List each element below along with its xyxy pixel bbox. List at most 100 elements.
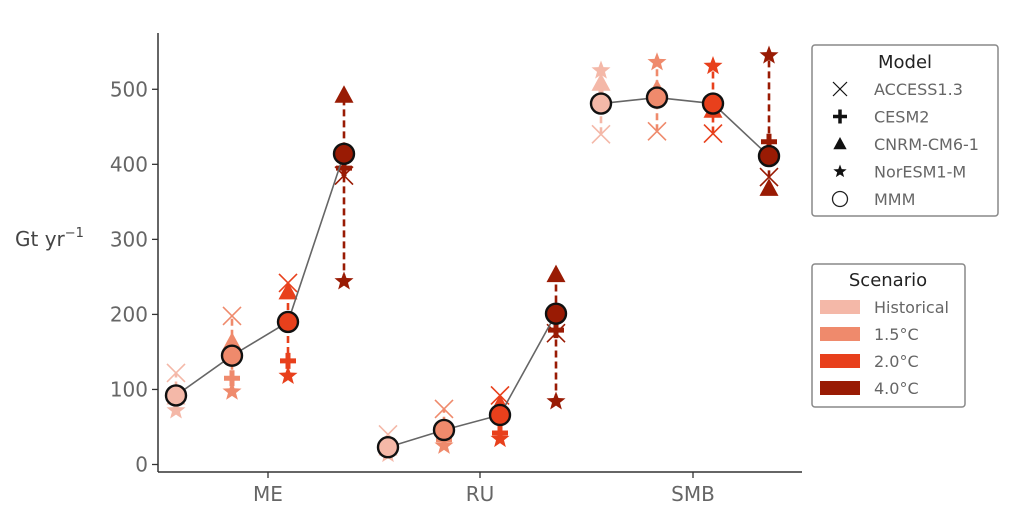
point-me-1-5c-access1-3 [222,306,242,326]
point-smb-2-0c-mmm [701,92,725,115]
point-ru-4-0c-mmm-shape [544,302,568,325]
legend-model-marker-noresm1-m-shape [833,164,847,178]
point-ru-4-0c-mmm [544,302,568,325]
point-smb-1-5c-mmm-shape [645,86,669,109]
x-tick-label-ru: RU [466,482,495,506]
model-legend-items: ACCESS1.3 CESM2 CNRM-CM6-1 NorESM1-M MMM [831,80,979,209]
legend-model-marker-access1-3 [832,81,848,97]
point-smb-4-0c-cesm2 [761,133,777,150]
point-me-4-0c-cnrm-cm6-1-shape [334,85,354,103]
point-me-1-5c-mmm-shape [220,344,244,367]
point-ru-1-5c-access1-3-stroke-b [434,399,454,419]
mmm-line-smb [600,96,770,157]
point-smb-1-5c-mmm [645,86,669,109]
legend-model-marker-access1-3-stroke-b [832,81,848,97]
point-smb-historical-cnrm-cm6-1-shape [591,73,611,91]
point-me-1-5c-cesm2-shape [224,370,240,387]
plot-axes: 0 100 200 300 400 500 ME RU SMB [110,33,802,506]
point-ru-4-0c-noresm1-m [546,391,566,410]
point-me-historical-mmm [164,384,188,407]
point-smb-2-0c-access1-3 [703,123,723,144]
point-me-historical-access1-3-stroke-b [166,363,186,383]
legend-scenario-label-1-5c: 1.5°C [874,325,919,344]
point-smb-2-0c-mmm-shape [701,92,725,115]
point-smb-4-0c-access1-3 [759,167,779,187]
point-smb-4-0c-noresm1-m [759,45,779,64]
point-smb-2-0c-noresm1-m [703,56,723,75]
group-ru [376,264,568,463]
legend-model-label-cnrm-cm6-1: CNRM-CM6-1 [874,135,979,154]
point-me-4-0c-cesm2-shape [336,160,352,177]
point-smb-4-0c-cesm2-shape [761,133,777,150]
point-me-historical-mmm-shape [164,384,188,407]
point-smb-4-0c-noresm1-m-shape [759,45,779,64]
y-tick-label: 200 [110,302,148,326]
legend-model-marker-cnrm-cm6-1-shape [833,137,847,150]
x-tick-label-smb: SMB [671,482,715,506]
legend-model-label-access1-3: ACCESS1.3 [874,80,963,99]
point-me-1-5c-noresm1-m [222,381,242,400]
point-ru-1-5c-mmm [432,418,456,442]
point-me-4-0c-noresm1-m-shape [334,271,354,290]
y-tick-label: 300 [110,227,148,251]
scenario-legend-title: Scenario [849,270,927,291]
point-smb-1-5c-access1-3-stroke-b [647,121,667,141]
mmm-line-me [175,153,345,397]
point-me-1-5c-access1-3-stroke-b [222,306,242,326]
legend-model-marker-mmm-shape [831,190,849,208]
point-smb-historical-mmm [589,92,613,115]
y-tick-label: 0 [135,452,148,476]
point-ru-historical-mmm-shape [376,436,400,459]
legend-scenario-swatch-1-5c [820,327,860,341]
point-smb-2-0c-noresm1-m-shape [703,56,723,75]
point-smb-1-5c-noresm1-m-shape [647,52,667,71]
mmm-line-ru [387,313,557,449]
y-tick-label: 400 [110,152,148,176]
point-me-1-5c-cesm2 [224,370,240,387]
data-series [164,45,781,463]
point-me-2-0c-noresm1-m-shape [278,365,298,385]
y-tick-label: 500 [110,77,148,101]
point-ru-4-0c-cesm2 [548,322,564,339]
scenario-legend-frame [811,263,966,408]
point-smb-4-0c-mmm [757,144,781,168]
legend-model-marker-cnrm-cm6-1 [833,137,847,150]
legend-model-item-cnrm-cm6-1: CNRM-CM6-1 [833,135,979,154]
point-smb-4-0c-access1-3-stroke-b [759,167,779,187]
point-me-2-0c-mmm-shape [276,310,300,334]
point-ru-1-5c-noresm1-m [434,435,454,454]
point-ru-2-0c-mmm [488,403,512,427]
point-ru-1-5c-noresm1-m-shape [434,435,454,454]
legend-model-label-noresm1-m: NorESM1-M [874,163,966,182]
point-smb-2-0c-access1-3-stroke-b [703,123,723,144]
point-smb-4-0c-cnrm-cm6-1 [759,178,779,196]
legend-scenario-label-2-0c: 2.0°C [874,352,919,371]
point-me-4-0c-noresm1-m [334,271,354,290]
point-smb-historical-access1-3-stroke-b [591,124,611,144]
point-me-4-0c-cesm2 [336,160,352,177]
legend-model-label-mmm: MMM [874,190,915,209]
point-me-1-5c-mmm [220,344,244,367]
legend-model-item-cesm2: CESM2 [833,108,929,127]
y-tick-label: 100 [110,377,148,401]
legend-model-item-noresm1-m: NorESM1-M [833,163,966,182]
point-me-1-5c-noresm1-m-shape [222,381,242,400]
point-smb-historical-cnrm-cm6-1 [591,73,611,91]
legend-scenario-swatch-historical [820,300,860,314]
point-me-historical-access1-3 [166,363,186,383]
point-ru-4-0c-noresm1-m-shape [546,391,566,410]
model-legend-title: Model [878,52,932,73]
point-me-4-0c-mmm [332,142,356,166]
legend-scenario-item-4-0c: 4.0°C [820,379,919,398]
y-axis-label-text: Gt yr−1 [15,226,84,251]
point-me-4-0c-cnrm-cm6-1 [334,85,354,103]
legend-model-label-cesm2: CESM2 [874,108,929,127]
group-me [164,85,356,419]
point-smb-historical-noresm1-m-shape [591,60,611,79]
point-ru-4-0c-cesm2-shape [548,322,564,339]
legend-model-marker-mmm [831,190,849,208]
point-me-2-0c-cesm2 [280,352,296,369]
scenario-legend: Scenario Historical 1.5°C 2.0°C 4.0°C [811,263,966,408]
legend-model-item-mmm: MMM [831,190,915,209]
